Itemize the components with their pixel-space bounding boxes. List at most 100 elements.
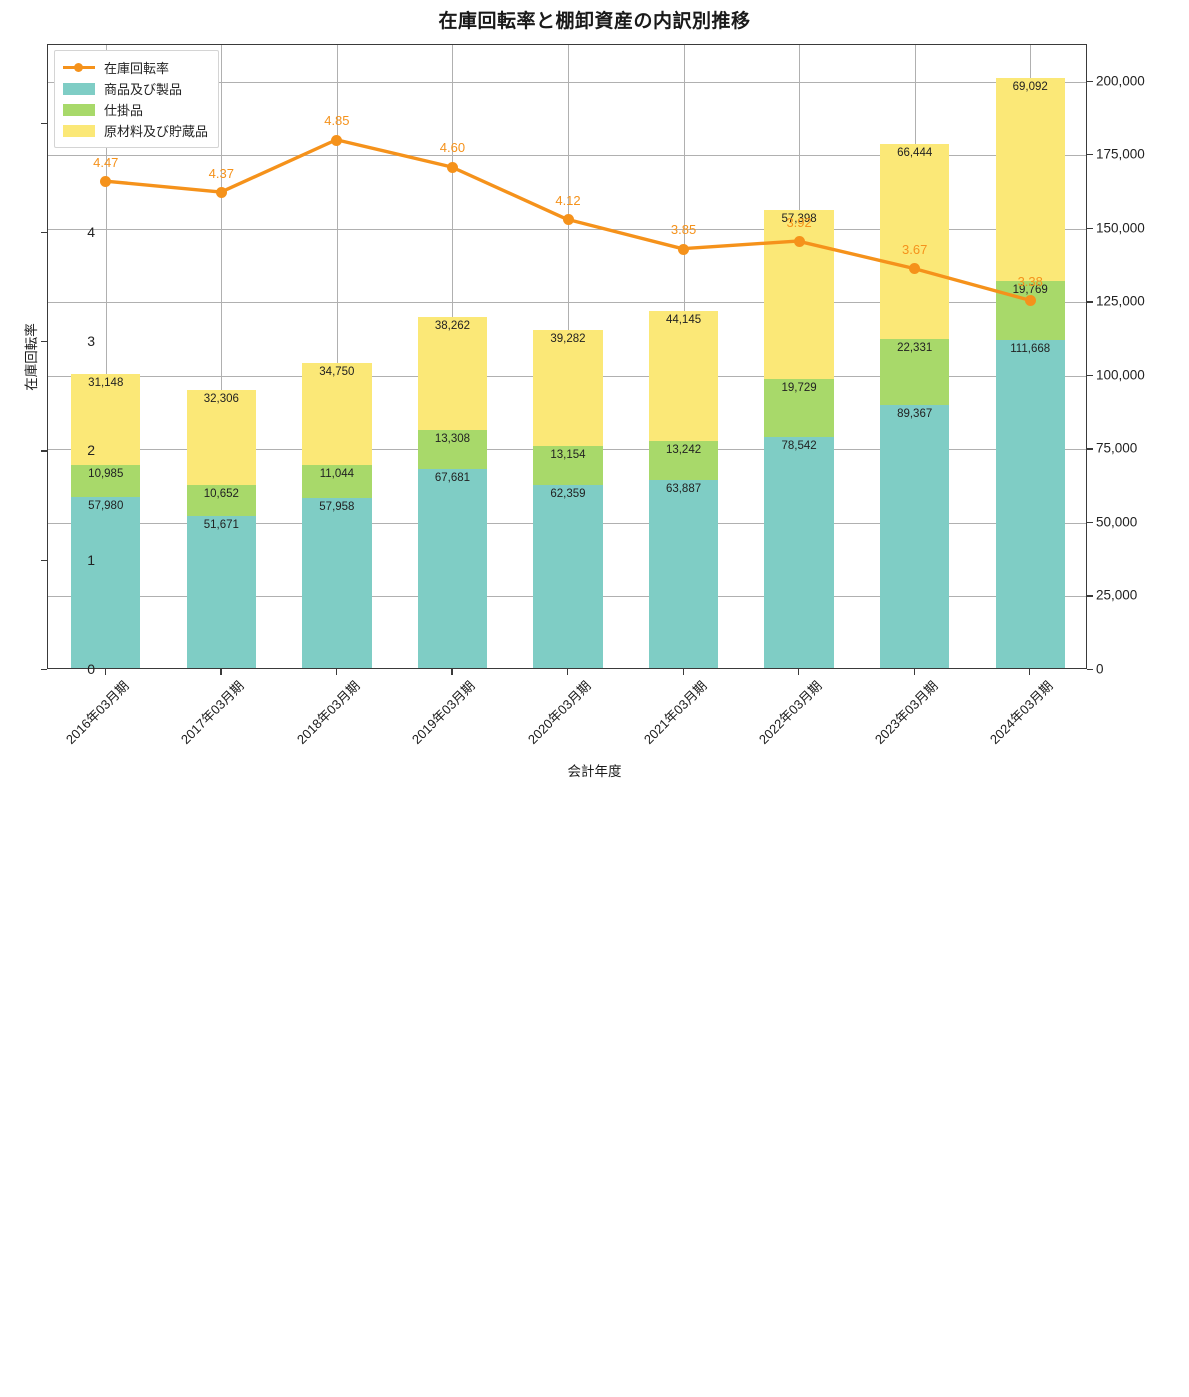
y-axis-right-tick-mark xyxy=(1087,374,1093,377)
y-axis-left-tick-label: 0 xyxy=(87,661,95,677)
bar-segment[interactable]: 13,308 xyxy=(417,429,488,469)
bar-segment[interactable]: 10,985 xyxy=(71,465,141,498)
bar-segment[interactable]: 39,282 xyxy=(533,330,603,446)
bar-segment[interactable]: 69,092 xyxy=(995,78,1065,282)
bar-segment[interactable]: 62,359 xyxy=(533,484,603,668)
grid-line-vertical xyxy=(336,45,338,668)
legend-item[interactable]: 仕掛品 xyxy=(63,99,208,120)
bar-segment[interactable]: 13,154 xyxy=(533,445,603,485)
x-axis-tick-mark xyxy=(567,669,569,675)
bar-segment[interactable]: 44,145 xyxy=(648,311,719,442)
line-data-point[interactable] xyxy=(100,176,112,188)
bar-segment[interactable]: 57,980 xyxy=(71,497,141,668)
chart-legend: 在庫回転率商品及び製品 仕掛品原材料及び貯蔵品 xyxy=(54,50,220,148)
bar-segment[interactable]: 38,262 xyxy=(417,317,488,430)
y-axis-right-tick-label: 0 xyxy=(1096,661,1104,677)
line-data-point[interactable] xyxy=(215,187,227,198)
bar-segment[interactable]: 22,331 xyxy=(880,339,950,406)
y-axis-right-tick-label: 200,000 xyxy=(1096,73,1145,89)
bar-segment[interactable]: 57,958 xyxy=(302,497,372,668)
bar-segment[interactable]: 19,729 xyxy=(764,378,834,437)
bar-group[interactable]: 63,887 13,242 44,145 xyxy=(648,43,719,668)
y-axis-left-tick-mark xyxy=(41,669,47,671)
y-axis-right-tick-label: 25,000 xyxy=(1096,587,1138,603)
bar-group[interactable]: 67,681 13,308 38,262 xyxy=(417,43,488,668)
bar-group[interactable]: 57,958 11,044 34,750 xyxy=(302,43,372,668)
bar-segment[interactable]: 78,542 xyxy=(764,437,834,668)
bar-segment[interactable]: 34,750 xyxy=(302,362,372,466)
line-data-point[interactable] xyxy=(793,236,805,248)
bar-value-label: 57,398 xyxy=(781,213,817,226)
bar-segment[interactable]: 63,887 xyxy=(648,480,719,668)
bar-value-label: 13,154 xyxy=(550,448,586,461)
bar-value-label: 13,308 xyxy=(434,432,471,445)
x-axis-tick-mark xyxy=(682,669,684,675)
legend-item-label: 原材料及び貯蔵品 xyxy=(104,124,209,139)
bar-group[interactable]: 89,367 22,331 66,444 xyxy=(880,43,950,668)
bar-value-label: 78,542 xyxy=(781,440,817,452)
bar-value-label: 63,887 xyxy=(665,483,702,496)
bar-segment[interactable]: 11,044 xyxy=(302,465,372,498)
x-axis-tick-mark xyxy=(1029,669,1031,675)
y-axis-right-tick-label: 100,000 xyxy=(1096,367,1145,383)
grid-line-vertical xyxy=(105,45,107,668)
y-axis-right-tick-label: 175,000 xyxy=(1096,146,1145,162)
line-value-label: 4.12 xyxy=(555,192,581,208)
legend-color-swatch-icon xyxy=(63,124,95,137)
y-axis-right-tick-label: 50,000 xyxy=(1096,514,1138,530)
y-axis-right-tick-mark xyxy=(1087,669,1093,671)
y-axis-right-tick-label: 75,000 xyxy=(1096,440,1138,456)
grid-line-horizontal xyxy=(48,302,1086,304)
y-axis-left-label: 在庫回転率 xyxy=(23,322,39,391)
bar-group[interactable]: 57,980 10,985 31,148 xyxy=(71,43,141,668)
x-axis-tick-mark xyxy=(798,669,800,675)
bar-value-label: 13,242 xyxy=(665,444,702,457)
y-axis-left-tick-label: 4 xyxy=(87,223,95,240)
bar-segment[interactable]: 32,306 xyxy=(186,389,256,485)
x-axis-tick-mark xyxy=(913,669,915,675)
x-axis-label: 会計年度 xyxy=(567,764,622,779)
bar-value-label: 32,306 xyxy=(203,392,239,405)
y-axis-right-tick-label: 150,000 xyxy=(1096,220,1145,236)
legend-item[interactable]: 原材料及び貯蔵品 xyxy=(63,120,208,141)
bar-group[interactable]: 62,359 13,154 39,282 xyxy=(533,43,603,668)
x-axis-tick-label: 2022年03月期 xyxy=(755,678,825,747)
bar-group[interactable]: 51,671 10,652 32,306 xyxy=(186,43,256,668)
bar-segment[interactable]: 10,652 xyxy=(186,484,256,517)
bar-segment[interactable]: 31,148 xyxy=(71,373,141,466)
line-data-point[interactable] xyxy=(446,161,458,173)
bar-segment[interactable]: 89,367 xyxy=(880,405,950,668)
bar-value-label: 31,148 xyxy=(88,376,124,389)
line-data-point[interactable] xyxy=(1024,295,1036,307)
bar-value-label: 19,769 xyxy=(1012,284,1048,297)
line-value-label: 3.85 xyxy=(670,222,697,238)
bar-segment[interactable]: 51,671 xyxy=(186,516,256,668)
y-axis-right-tick-label: 125,000 xyxy=(1096,293,1145,309)
bar-segment[interactable]: 13,242 xyxy=(648,441,719,481)
y-axis-right-tick-mark xyxy=(1087,227,1093,229)
x-axis-tick-label: 2018年03月期 xyxy=(293,678,363,747)
y-axis-right-tick-mark xyxy=(1087,521,1093,524)
legend-item[interactable]: 在庫回転率 xyxy=(63,57,208,78)
line-data-point[interactable] xyxy=(909,263,921,275)
legend-color-swatch-icon xyxy=(63,82,95,95)
bar-value-label: 66,444 xyxy=(897,147,933,160)
bar-value-label: 69,092 xyxy=(1012,81,1048,94)
bar-value-label: 39,282 xyxy=(550,333,586,346)
bar-segment[interactable]: 66,444 xyxy=(880,144,950,340)
bar-value-label: 10,652 xyxy=(203,487,239,500)
legend-line-marker-icon xyxy=(63,62,95,74)
line-data-point[interactable] xyxy=(331,134,343,146)
legend-item[interactable]: 商品及び製品 xyxy=(63,78,208,99)
line-data-point[interactable] xyxy=(678,243,690,255)
legend-item-label: 在庫回転率 xyxy=(104,61,170,76)
bar-group[interactable]: 111,668 19,769 69,092 xyxy=(995,43,1065,668)
y-axis-left-tick-label: 3 xyxy=(87,333,95,350)
bar-segment[interactable]: 67,681 xyxy=(417,468,488,668)
line-data-point[interactable] xyxy=(562,214,574,226)
bar-value-label: 57,958 xyxy=(319,500,355,513)
x-axis-tick-mark xyxy=(335,669,338,675)
bar-segment[interactable]: 19,769 xyxy=(995,281,1065,340)
bar-segment[interactable]: 111,668 xyxy=(995,339,1065,668)
y-axis-right-tick-mark xyxy=(1087,595,1093,597)
